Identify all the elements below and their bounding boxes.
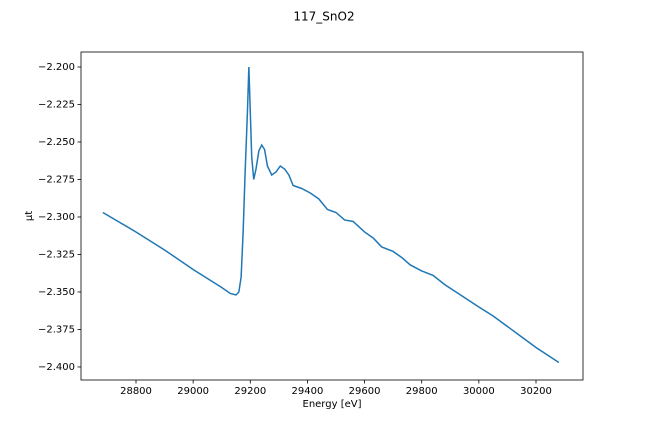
line-series	[102, 66, 560, 364]
x-tick-label: 29400	[292, 386, 324, 397]
x-tick-label: 29800	[406, 386, 438, 397]
y-tick-label: −2.225	[38, 99, 75, 110]
x-tick-label: 29200	[234, 386, 266, 397]
chart-title: 117_SnO2	[293, 10, 354, 24]
y-axis-label: μt	[24, 211, 35, 221]
y-tick-label: −2.350	[38, 287, 75, 298]
y-tick-label: −2.200	[38, 62, 75, 73]
x-tick-label: 30200	[520, 386, 552, 397]
x-axis-label: Energy [eV]	[303, 399, 362, 410]
y-tick-label: −2.375	[38, 324, 75, 335]
y-tick-label: −2.300	[38, 212, 75, 223]
x-tick-label: 29000	[177, 386, 209, 397]
y-tick-label: −2.400	[38, 362, 75, 373]
x-tick-label: 30000	[463, 386, 495, 397]
plot-frame	[80, 51, 584, 381]
y-tick-label: −2.325	[38, 249, 75, 260]
y-tick-label: −2.275	[38, 174, 75, 185]
x-tick-label: 28800	[120, 386, 152, 397]
y-tick-label: −2.250	[38, 137, 75, 148]
x-tick-label: 29600	[349, 386, 381, 397]
